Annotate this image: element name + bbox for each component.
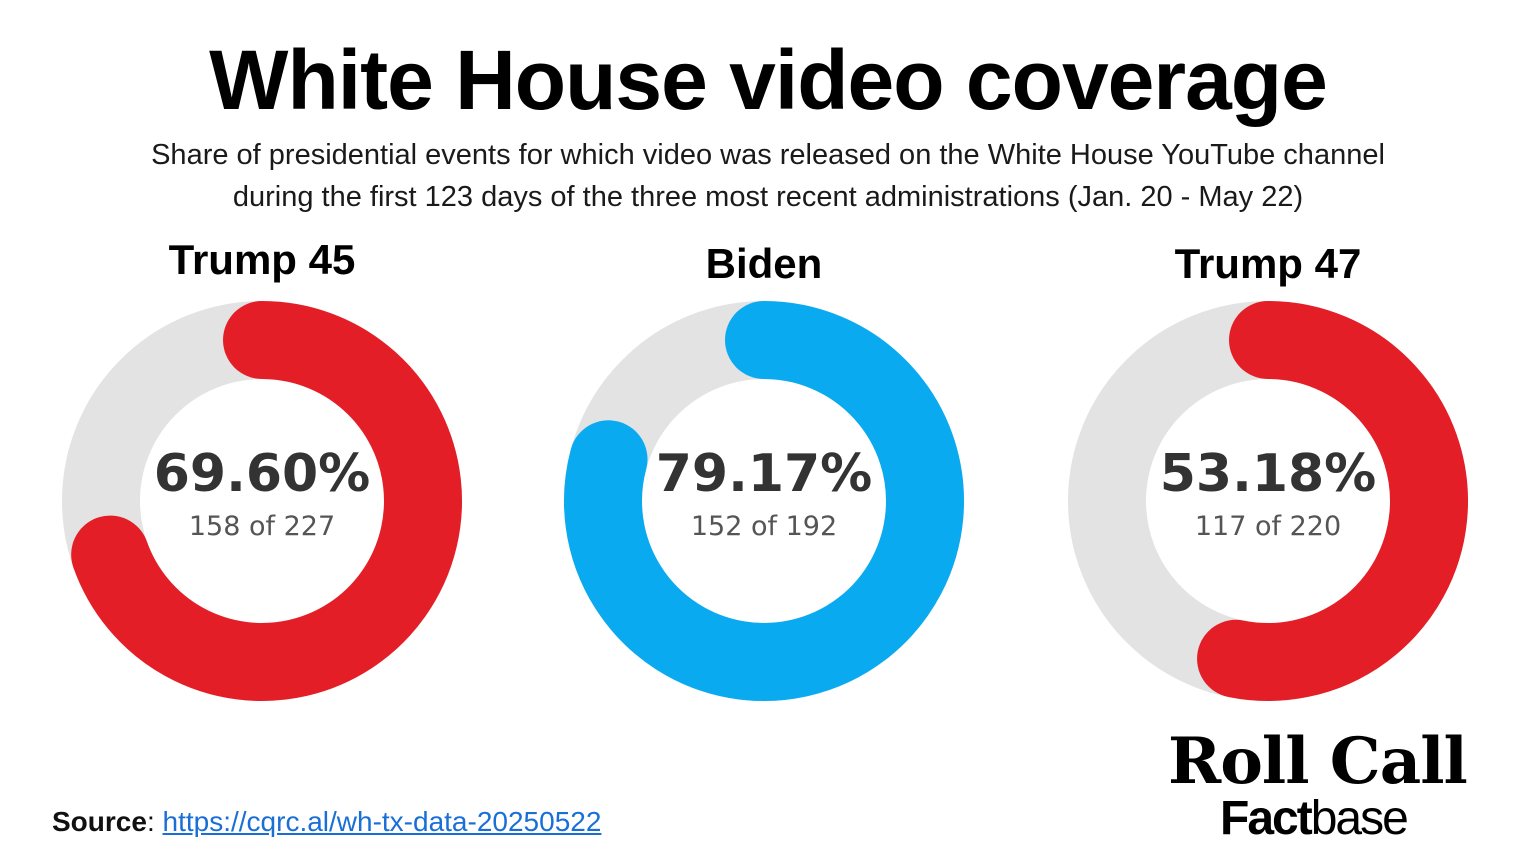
donut-chart-trump-45: 69.60% 158 of 227 — [62, 301, 462, 701]
logo-fact: Fact — [1220, 792, 1313, 845]
donut-arc-value — [564, 301, 964, 701]
donut-percent-label: 79.17% — [656, 444, 873, 504]
donut-count-label: 158 of 227 — [189, 511, 335, 542]
chart-subtitle: Share of presidential events for which v… — [0, 134, 1536, 218]
donut-title: Biden — [705, 240, 823, 287]
donut-arc-value — [71, 301, 462, 701]
donut-arc-value — [1197, 301, 1468, 701]
donut-percent-label: 69.60% — [154, 444, 371, 504]
donut-count-label: 152 of 192 — [691, 511, 837, 542]
donut-title: Trump 45 — [168, 236, 356, 283]
roll-call-factbase-logo: Roll Call Factbase — [1160, 726, 1500, 846]
donut-panel-trump-47: Trump 47 53.18% 117 of 220 — [1048, 228, 1488, 708]
logo-roll-call: Roll Call — [1168, 724, 1468, 799]
donut-panel-trump-45: Trump 45 69.60% 158 of 227 — [42, 228, 482, 708]
donut-panel-biden: Biden 79.17% 152 of 192 — [544, 228, 984, 708]
subtitle-line-2: during the first 123 days of the three m… — [232, 181, 1304, 213]
subtitle-line-1: Share of presidential events for which v… — [151, 139, 1385, 171]
logo-base: base — [1310, 792, 1409, 845]
source-line: Source: https://cqrc.al/wh-tx-data-20250… — [52, 804, 601, 840]
donut-chart-trump-47: 53.18% 117 of 220 — [1068, 301, 1468, 701]
donut-count-label: 117 of 220 — [1195, 511, 1341, 542]
chart-title: White House video coverage — [209, 33, 1328, 127]
donut-chart-biden: 79.17% 152 of 192 — [564, 301, 964, 701]
donut-percent-label: 53.18% — [1160, 444, 1377, 504]
donut-title: Trump 47 — [1174, 240, 1362, 287]
source-separator: : — [146, 806, 163, 837]
source-label: Source — [52, 806, 147, 837]
logo-factbase: Factbase — [1220, 792, 1409, 846]
source-link[interactable]: https://cqrc.al/wh-tx-data-20250522 — [162, 806, 602, 837]
